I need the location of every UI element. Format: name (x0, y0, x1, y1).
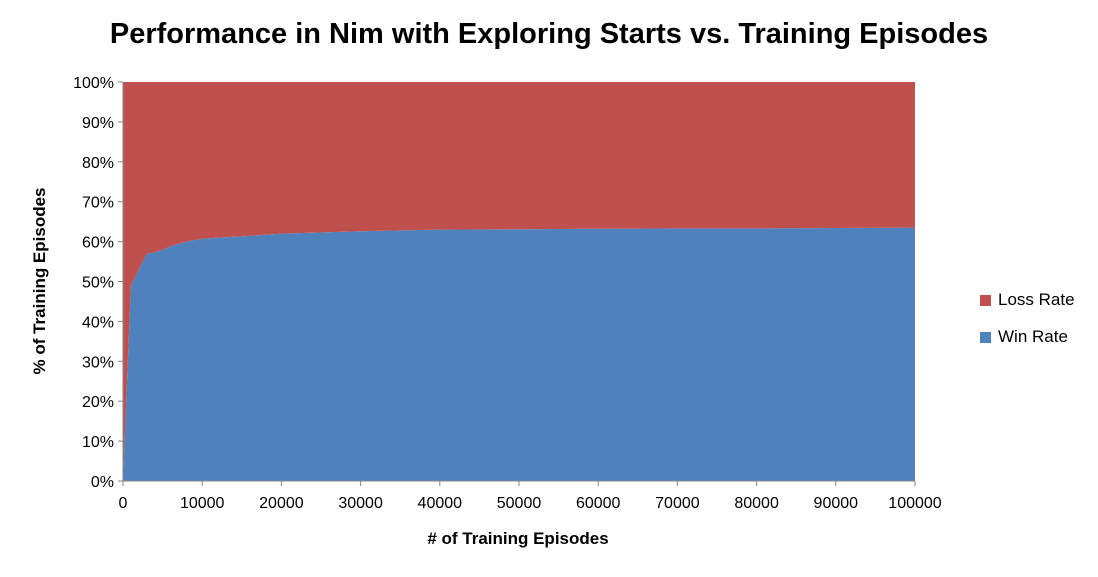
x-tick-label: 70000 (655, 495, 700, 512)
y-tick-label: 70% (82, 195, 114, 212)
legend-label-loss-rate: Loss Rate (998, 290, 1075, 309)
x-tick-label: 100000 (888, 495, 941, 512)
legend-swatch-loss-rate (980, 294, 991, 306)
legend-item-win-rate: Win Rate (980, 327, 1075, 347)
y-tick-label: 100% (73, 75, 114, 92)
x-tick-label: 40000 (418, 495, 463, 512)
legend-label-win-rate: Win Rate (998, 327, 1068, 346)
legend-swatch-win-rate (980, 331, 991, 343)
y-tick-label: 0% (91, 474, 114, 491)
y-tick-label: 80% (82, 155, 114, 172)
legend: Loss Rate Win Rate (980, 290, 1075, 364)
x-tick-label: 60000 (576, 495, 621, 512)
x-tick-label: 0 (119, 495, 128, 512)
y-tick-label: 60% (82, 235, 114, 252)
area-series-loss-rate (123, 82, 915, 481)
y-tick-label: 50% (82, 275, 114, 292)
chart-title: Performance in Nim with Exploring Starts… (109, 18, 989, 50)
x-tick-label: 50000 (497, 495, 542, 512)
x-tick-label: 30000 (338, 495, 383, 512)
x-tick-label: 90000 (814, 495, 859, 512)
y-tick-label: 40% (82, 314, 114, 331)
x-tick-label: 10000 (180, 495, 225, 512)
legend-item-loss-rate: Loss Rate (980, 290, 1075, 310)
x-tick-label: 20000 (259, 495, 304, 512)
y-tick-label: 20% (82, 394, 114, 411)
y-tick-label: 10% (82, 434, 114, 451)
y-tick-label: 90% (82, 115, 114, 132)
area-series-win-rate (123, 227, 915, 481)
x-tick-label: 80000 (734, 495, 779, 512)
y-tick-label: 30% (82, 354, 114, 371)
x-axis-label: # of Training Episodes (427, 529, 609, 548)
